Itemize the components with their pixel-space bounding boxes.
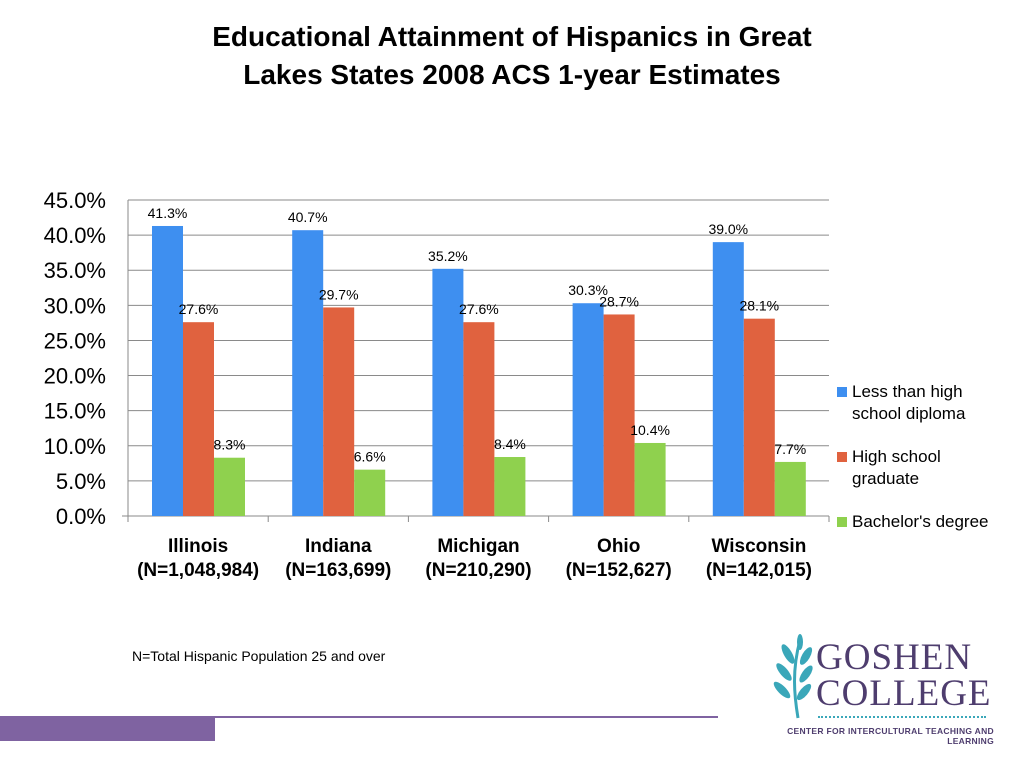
legend-label: High school (852, 447, 941, 466)
logo-text-goshen: GOSHEN (816, 637, 973, 678)
goshen-college-logo: GOSHEN COLLEGE CENTER FOR INTERCULTURAL … (766, 630, 1006, 746)
footer-accent-bar (0, 717, 215, 741)
bar (463, 322, 495, 516)
x-category-sublabel: (N=163,699) (285, 560, 391, 581)
x-category-label: Michigan (437, 536, 519, 557)
y-tick-label: 15.0% (44, 399, 106, 424)
x-category-sublabel: (N=210,290) (425, 560, 531, 581)
data-label: 30.3% (568, 282, 608, 298)
y-tick-label: 45.0% (44, 188, 106, 213)
legend-swatch (837, 452, 847, 462)
y-tick-label: 10.0% (44, 434, 106, 459)
data-label: 10.4% (630, 422, 670, 438)
x-category-label: Indiana (305, 536, 372, 557)
logo-dotted-rule (818, 716, 986, 718)
logo-tagline: CENTER FOR INTERCULTURAL TEACHING AND LE… (787, 726, 994, 746)
x-category-sublabel: (N=1,048,984) (137, 560, 259, 581)
bar (323, 307, 355, 516)
data-label: 29.7% (319, 286, 359, 302)
data-label: 6.6% (354, 449, 386, 465)
data-label: 40.7% (288, 209, 328, 225)
bar (152, 225, 183, 516)
bar-chart: 0.0% 5.0% 10.0% 15.0% 20.0% 25.0% 30.0% 35.0% 40… (44, 188, 989, 581)
y-tick-label: 5.0% (56, 469, 106, 494)
bar (354, 469, 386, 516)
bar (292, 230, 324, 516)
bar (494, 457, 526, 516)
data-label: 28.7% (599, 293, 639, 309)
data-label: 27.6% (459, 301, 499, 317)
bar (712, 242, 744, 516)
data-label: 7.7% (774, 441, 806, 457)
bar (214, 457, 245, 516)
y-tick-label: 40.0% (44, 223, 106, 248)
legend-label: graduate (852, 469, 919, 488)
legend-label: Less than high (852, 382, 963, 401)
y-tick-label: 0.0% (56, 504, 106, 529)
bar (572, 303, 604, 516)
leaf-sprig-icon (773, 634, 813, 719)
y-tick-label: 35.0% (44, 258, 106, 283)
footer-divider (0, 716, 718, 718)
x-category-label: Illinois (168, 536, 228, 557)
data-label: 8.3% (214, 437, 246, 453)
bar (743, 318, 775, 516)
legend-label: Bachelor's degree (852, 512, 989, 531)
data-label: 8.4% (494, 436, 526, 452)
x-category-sublabel: (N=152,627) (566, 560, 672, 581)
slide-title-line-1: Educational Attainment of Hispanics in G… (212, 21, 812, 52)
x-category-sublabel: (N=142,015) (706, 560, 812, 581)
data-label: 39.0% (708, 221, 748, 237)
legend-swatch (837, 387, 847, 397)
legend-label: school diploma (852, 404, 966, 423)
bar (183, 322, 214, 516)
bar (774, 461, 806, 516)
footnote: N=Total Hispanic Population 25 and over (132, 648, 386, 664)
data-label: 27.6% (179, 301, 219, 317)
bar (432, 268, 464, 516)
slide-title-line-2: Lakes States 2008 ACS 1-year Estimates (243, 59, 781, 90)
data-label: 28.1% (739, 298, 779, 314)
bar (603, 314, 635, 516)
y-tick-label: 25.0% (44, 328, 106, 353)
bar (634, 442, 666, 516)
x-category-label: Ohio (597, 536, 640, 557)
y-tick-label: 20.0% (44, 364, 106, 389)
y-tick-label: 30.0% (44, 293, 106, 318)
x-category-label: Wisconsin (711, 536, 806, 557)
legend-swatch (837, 517, 847, 527)
slide-title: Educational Attainment of Hispanics in G… (112, 18, 912, 94)
logo-text-college: COLLEGE (816, 673, 992, 714)
data-label: 41.3% (148, 205, 188, 221)
data-label: 35.2% (428, 248, 468, 264)
